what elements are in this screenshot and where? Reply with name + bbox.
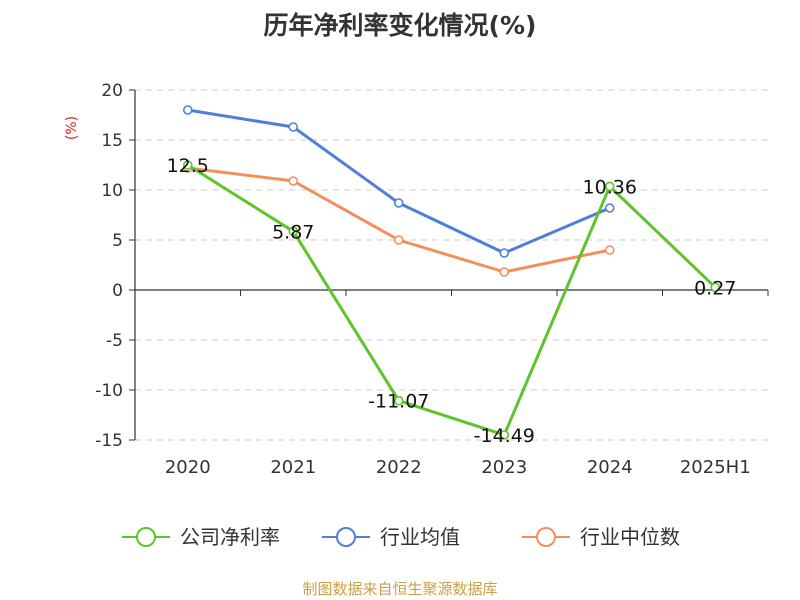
x-tick-label: 2020 xyxy=(165,457,211,478)
legend-label: 行业中位数 xyxy=(580,525,680,549)
y-tick-label: 5 xyxy=(112,231,123,251)
data-label: -11.07 xyxy=(368,391,429,413)
data-point xyxy=(182,105,193,115)
x-tick-label: 2024 xyxy=(587,457,633,478)
data-label: -14.49 xyxy=(474,425,535,447)
legend: 公司净利率 行业均值 行业中位数 xyxy=(122,525,680,549)
series-line xyxy=(186,163,717,437)
y-tick-label: -10 xyxy=(95,381,123,401)
y-tick-label: 20 xyxy=(101,81,123,101)
legend-marker xyxy=(536,527,556,547)
series-line xyxy=(187,166,611,274)
legend-marker xyxy=(336,527,356,547)
data-point xyxy=(710,282,721,293)
data-point xyxy=(288,122,299,132)
x-tick-label: 2025H1 xyxy=(680,457,751,478)
data-point xyxy=(393,235,404,245)
legend-marker xyxy=(136,527,156,547)
series-line xyxy=(187,108,611,255)
y-tick-label: 0 xyxy=(112,281,123,301)
axes: 20 15 10 5 0 -5 -10 -15 2020 2021 2022 2023 2024 2025… xyxy=(95,81,769,478)
data-point xyxy=(288,176,299,186)
source-note: 制图数据来自恒生聚源数据库 xyxy=(302,580,497,598)
y-axis-unit-label: (%) xyxy=(64,116,80,140)
data-point xyxy=(499,430,510,440)
data-label: 10.36 xyxy=(583,176,637,198)
grid-lines xyxy=(135,89,768,441)
data-labels: 12.5 5.87 -11.07 -14.49 10.36 0.27 xyxy=(167,155,737,447)
chart-title: 历年净利率变化情况(%) xyxy=(264,11,537,40)
series-lines xyxy=(182,105,721,440)
data-label: 12.5 xyxy=(167,155,209,177)
x-tick-label: 2023 xyxy=(481,457,527,478)
y-tick-label: 15 xyxy=(101,131,123,151)
data-point xyxy=(393,198,404,208)
y-tick-label: -15 xyxy=(95,431,123,451)
data-point xyxy=(604,245,615,255)
data-point xyxy=(499,267,510,277)
legend-label: 公司净利率 xyxy=(180,525,280,549)
y-tick-label: -5 xyxy=(106,331,123,351)
legend-label: 行业均值 xyxy=(380,525,460,549)
data-label: 5.87 xyxy=(272,221,314,243)
y-tick-label: 10 xyxy=(101,181,123,201)
data-point xyxy=(604,181,615,192)
x-tick-label: 2021 xyxy=(270,457,316,478)
x-tick-label: 2022 xyxy=(376,457,422,478)
data-point xyxy=(182,160,193,170)
data-point xyxy=(393,395,404,406)
data-point xyxy=(604,203,615,213)
data-point xyxy=(288,226,299,237)
data-label: 0.27 xyxy=(694,277,736,299)
data-point xyxy=(499,248,510,258)
